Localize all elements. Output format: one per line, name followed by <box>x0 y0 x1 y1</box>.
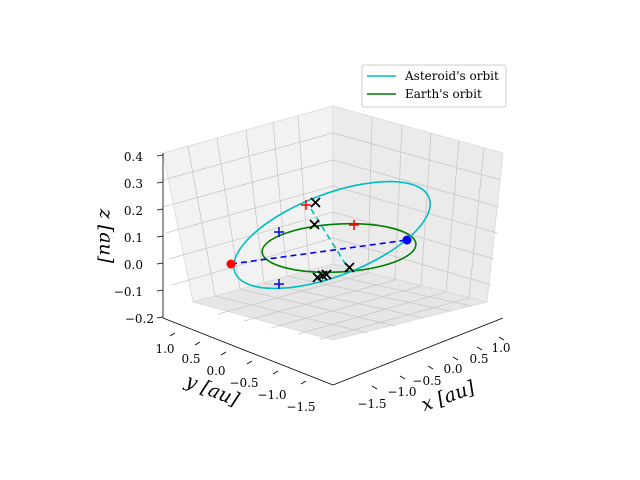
black-cross-marker <box>309 219 320 230</box>
z-tick-label: −0.2 <box>125 312 154 326</box>
z-tick-label: 0.3 <box>124 177 143 191</box>
y-tick-label: 0.5 <box>181 352 200 366</box>
x-tick-label: −1.5 <box>357 397 386 411</box>
z-tick-label: 0.4 <box>124 150 143 164</box>
x-axis-line <box>332 317 504 386</box>
x-tick-label: −1.0 <box>387 385 416 399</box>
legend-box <box>361 64 507 108</box>
legend-asteroid-label: Asteroid's orbit <box>404 69 499 83</box>
orbits <box>233 180 431 290</box>
black-cross-marker <box>344 262 355 273</box>
y-tick-label: 0.0 <box>206 364 225 378</box>
blue-plus-marker <box>274 227 284 237</box>
earth-orbit-line <box>261 222 417 274</box>
black-cross-marker <box>321 269 332 280</box>
x-tick-labels: −1.5 −1.0 −0.5 0.0 0.5 1.0 <box>357 341 510 411</box>
y-tick-label: −1.5 <box>286 400 315 414</box>
x-tick-label: 0.5 <box>469 352 488 366</box>
z-tick-label: 0.2 <box>124 204 143 218</box>
x-tick-label: 1.0 <box>491 341 510 355</box>
red-plus-marker <box>349 220 359 230</box>
y-tick-label: −0.5 <box>229 376 258 390</box>
legend: Asteroid's orbit Earth's orbit <box>361 64 507 108</box>
blue-dot-marker <box>402 235 412 245</box>
z-tick-label: 0.1 <box>124 231 143 245</box>
asteroid-orbit-line <box>233 180 431 290</box>
blue-plus-marker <box>274 279 284 289</box>
x-tick-label: 0.0 <box>443 362 462 376</box>
y-tick-label: −1.0 <box>257 388 286 402</box>
floor-pane <box>191 263 488 341</box>
z-axis-label: z [au] <box>95 208 117 264</box>
z-tick-label: −0.1 <box>114 285 143 299</box>
z-tick-label: 0.0 <box>124 258 143 272</box>
axes-panes <box>162 105 504 341</box>
x-tick-label: −0.5 <box>412 374 441 388</box>
tick-marks <box>156 154 505 390</box>
y-axis-line <box>162 317 334 386</box>
black-cross-marker <box>310 197 321 208</box>
legend-earth-label: Earth's orbit <box>405 87 482 101</box>
z-tick-labels: 0.4 0.3 0.2 0.1 0.0 −0.1 −0.2 <box>114 150 154 326</box>
red-dot-marker <box>226 259 236 269</box>
cyan-dashed-connector <box>310 208 349 269</box>
markers <box>226 197 412 289</box>
y-tick-label: 1.0 <box>155 342 174 356</box>
axis-lines <box>162 153 504 386</box>
y-tick-labels: 1.0 0.5 0.0 −0.5 −1.0 −1.5 <box>155 342 315 414</box>
red-plus-marker <box>301 200 311 210</box>
